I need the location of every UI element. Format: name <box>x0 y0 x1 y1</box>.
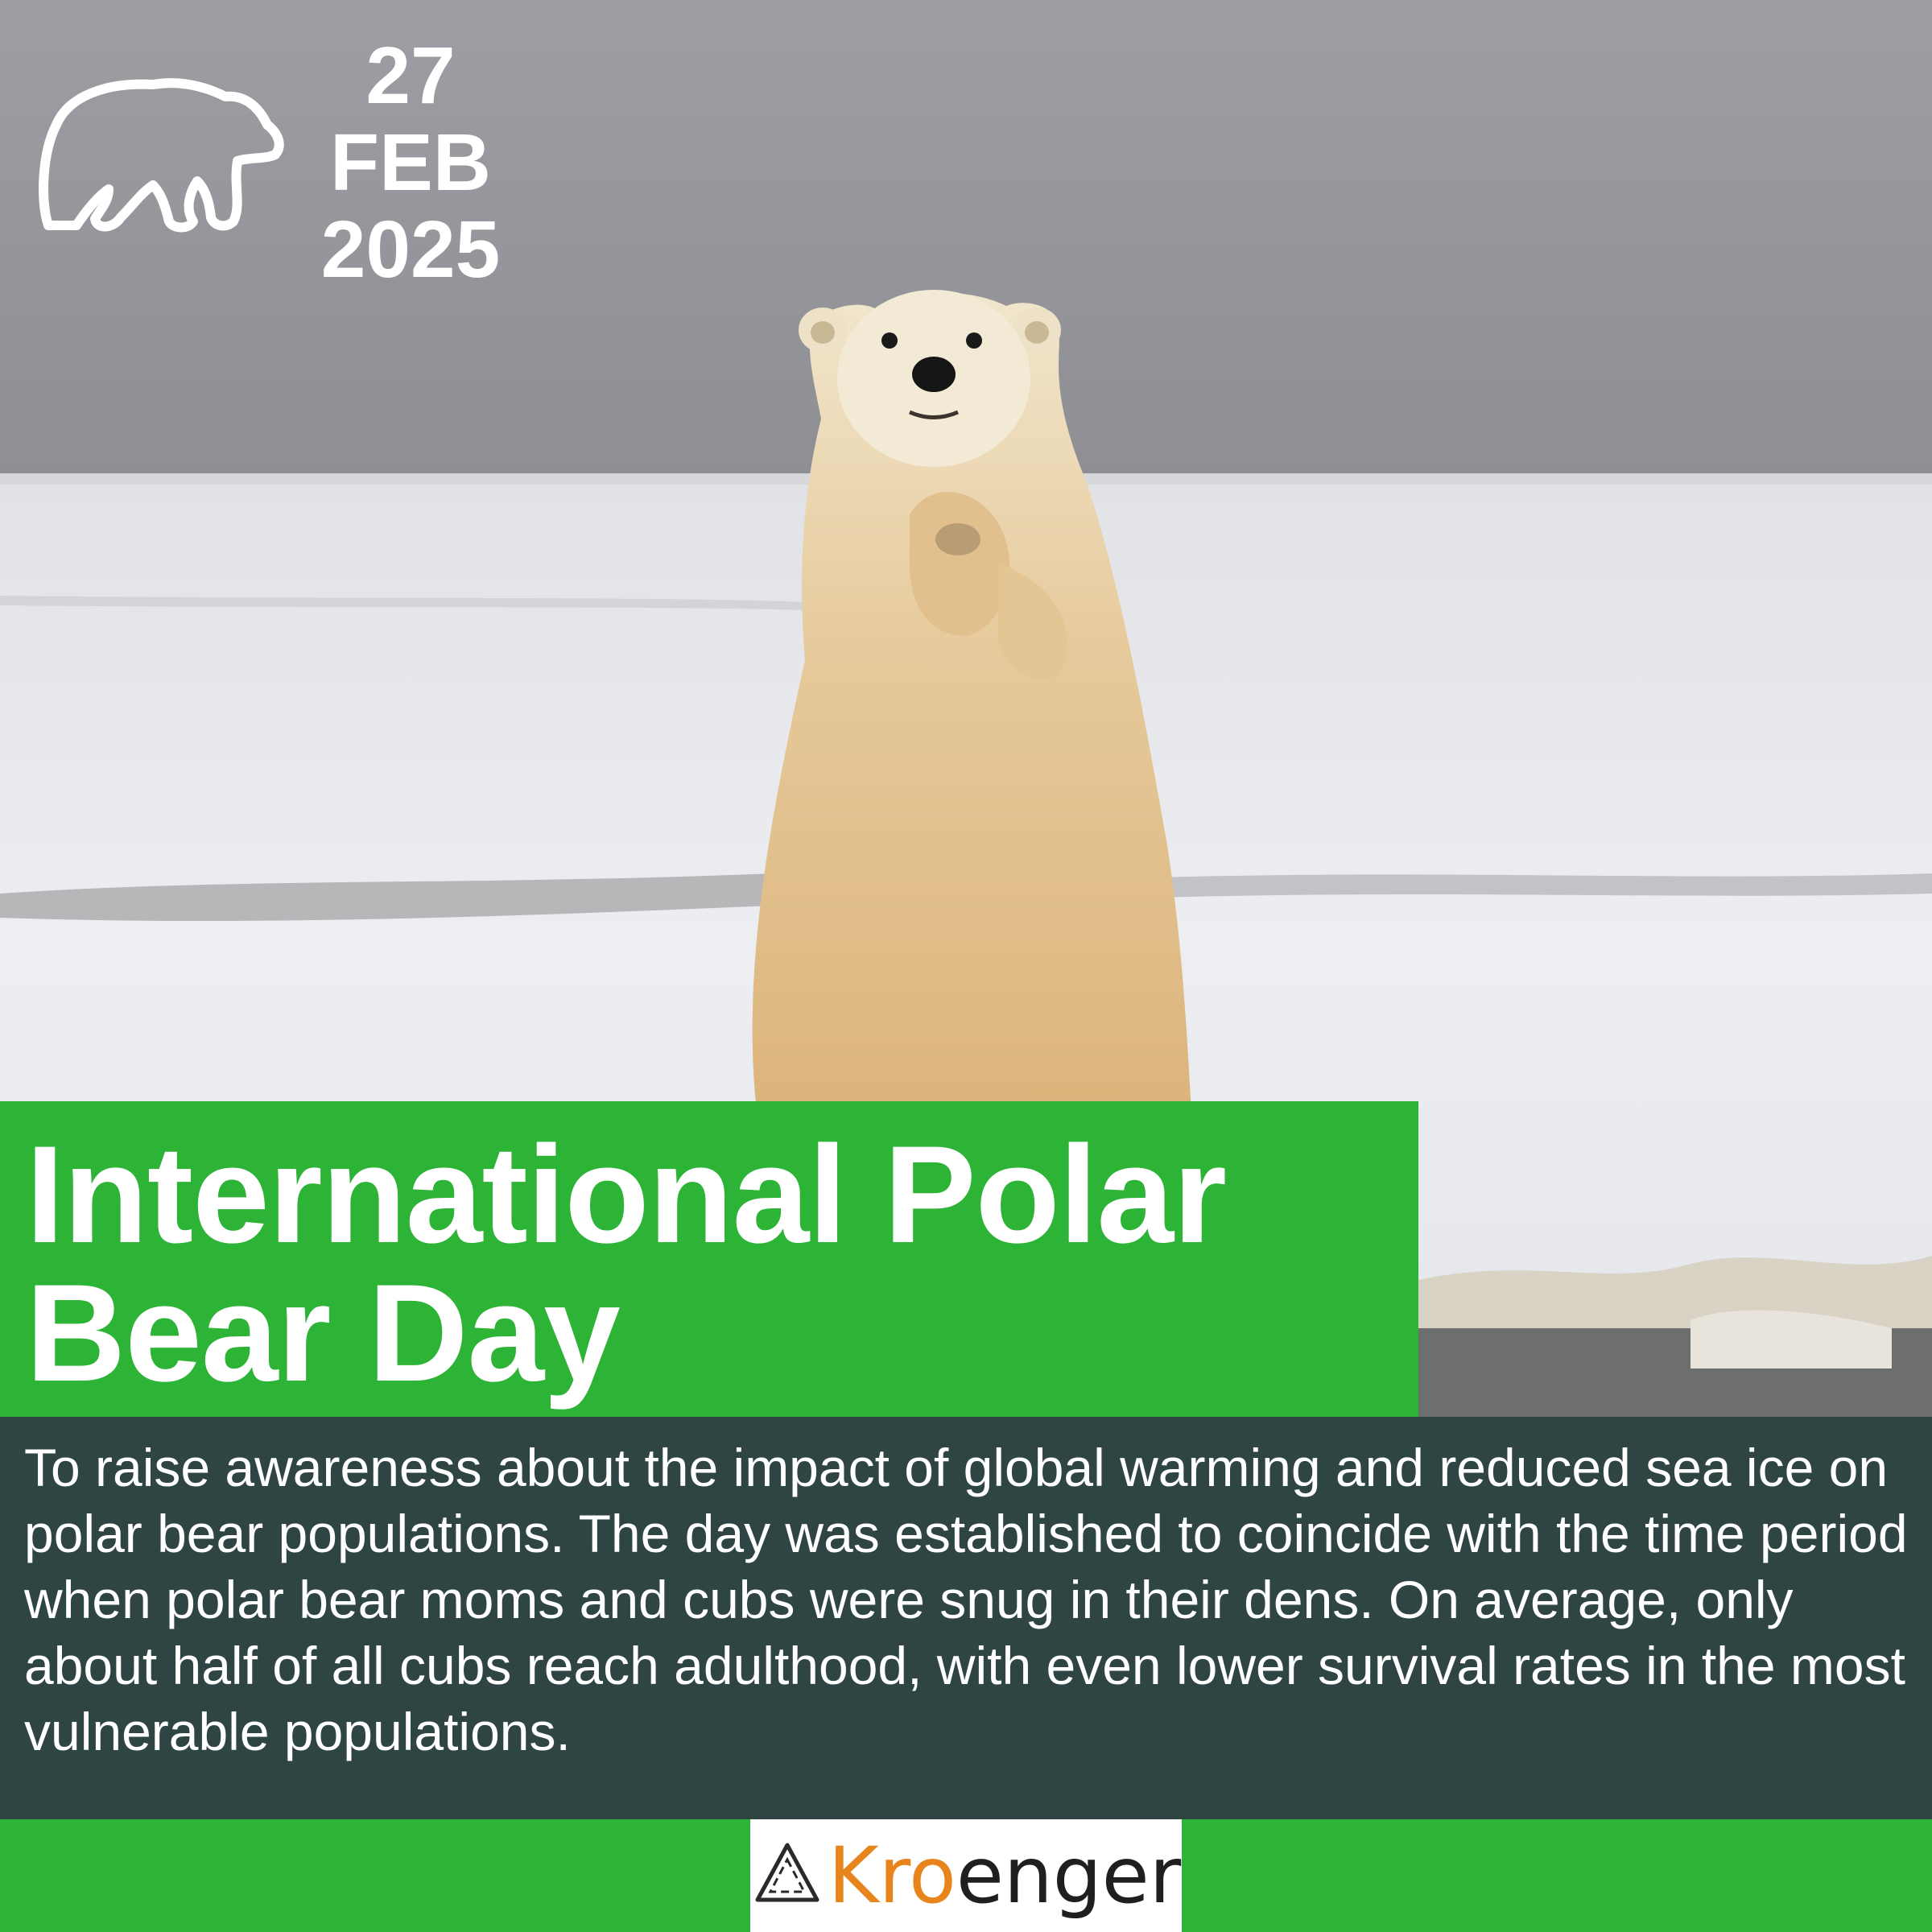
polar-bear-photo <box>0 0 1932 1417</box>
description-panel <box>0 1417 1932 1819</box>
brand-name: Kroenger <box>828 1835 1181 1916</box>
poster-description: To raise awareness about the impact of g… <box>24 1438 1908 1761</box>
title-banner <box>0 1101 1418 1417</box>
brand-logo: Kroenger <box>750 1819 1182 1932</box>
brand-name-accent: Kro <box>828 1831 956 1921</box>
poster-title: International Polar Bear Day <box>26 1117 1227 1410</box>
recycle-triangle-icon <box>755 1843 819 1902</box>
event-date: 27 FEB 2025 <box>286 32 535 293</box>
date-year: 2025 <box>320 204 501 295</box>
date-month: FEB <box>330 118 491 208</box>
polar-bear-outline-icon <box>39 78 284 233</box>
date-day: 27 <box>365 31 456 121</box>
brand-name-rest: enger <box>956 1831 1182 1921</box>
